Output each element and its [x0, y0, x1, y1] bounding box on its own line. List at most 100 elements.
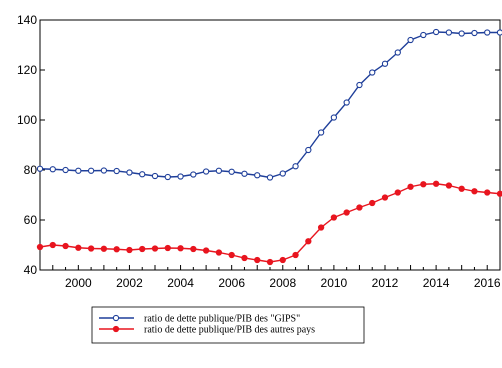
series-1-point	[75, 244, 82, 251]
series-0-point	[445, 29, 453, 36]
series-0-point	[87, 167, 95, 174]
series-0-point	[62, 166, 69, 174]
series-0-point	[305, 146, 312, 154]
series-1-point	[381, 194, 389, 201]
series-0-point	[420, 31, 427, 39]
series-line-0	[39, 31, 500, 179]
series-1-point	[126, 246, 133, 254]
series-0-point	[113, 167, 120, 175]
series-1-point	[215, 249, 223, 256]
legend: ratio de dette publique/PIB des "GIPS"ra…	[91, 306, 365, 344]
series-0-point	[394, 49, 401, 56]
series-0-point	[75, 167, 82, 174]
series-1-point	[330, 214, 338, 221]
series-1-point	[420, 181, 427, 188]
series-0-point	[356, 81, 363, 89]
series-1-point	[202, 247, 210, 254]
series-1-point	[394, 189, 401, 196]
series-1-point	[471, 188, 478, 195]
legend-marker-1	[112, 325, 120, 333]
series-line-1	[39, 183, 501, 263]
series-1-point	[164, 244, 171, 252]
legend-label-0: ratio de dette publique/PIB des "GIPS"	[144, 314, 300, 325]
series-0-point	[151, 172, 159, 180]
series-layer	[36, 28, 502, 266]
series-0-point	[202, 168, 210, 175]
series-0-point	[407, 36, 414, 44]
series-1-point	[100, 245, 108, 252]
series-0-point	[139, 171, 146, 178]
legend-label-1: ratio de dette publique/PIB des autres p…	[144, 325, 315, 336]
series-0-point	[343, 99, 350, 106]
y-tick-label: 120	[17, 63, 37, 77]
series-0-point	[100, 167, 108, 174]
series-0-point	[241, 170, 248, 177]
series-0-point	[36, 165, 44, 172]
series-1-point	[305, 238, 312, 245]
series-1-point	[458, 185, 465, 192]
y-tick-label: 80	[24, 163, 38, 177]
series-0-point	[484, 29, 491, 36]
series-0-point	[177, 173, 184, 180]
x-tick-label: 2008	[269, 276, 296, 290]
series-1-point	[87, 245, 95, 252]
x-tick-label: 2016	[474, 276, 501, 290]
legend-marker-0	[112, 314, 120, 322]
series-1-point	[190, 245, 197, 253]
series-0-point	[369, 69, 376, 76]
x-tick-label: 2000	[65, 276, 92, 290]
plot-frame	[39, 19, 501, 271]
series-0-point	[458, 30, 465, 37]
y-tick-label: 40	[24, 263, 38, 277]
series-1-point	[241, 254, 248, 262]
series-1-point	[62, 242, 69, 250]
series-0-point	[215, 167, 223, 174]
x-tick-label: 2004	[167, 276, 194, 290]
series-1-point	[369, 199, 376, 207]
series-0-point	[381, 60, 389, 67]
series-1-point	[432, 180, 440, 187]
series-1-point	[279, 256, 286, 264]
series-1-point	[343, 209, 350, 216]
series-1-point	[49, 241, 56, 249]
series-0-point	[330, 114, 338, 121]
series-1-point	[151, 245, 159, 252]
series-1-point	[407, 183, 414, 190]
series-1-point	[496, 190, 502, 197]
series-0-point	[228, 168, 235, 175]
x-tick-label: 2010	[321, 276, 348, 290]
series-0-point	[164, 173, 171, 181]
series-1-point	[177, 245, 184, 252]
series-1-point	[356, 204, 363, 211]
x-tick-label: 2006	[218, 276, 245, 290]
series-1-point	[228, 251, 235, 259]
legend-box	[91, 306, 365, 344]
series-0-point	[471, 29, 478, 37]
x-tick-label: 2002	[116, 276, 143, 290]
series-1-point	[139, 245, 146, 253]
series-0-point	[292, 163, 299, 170]
series-1-point	[113, 246, 120, 253]
series-0-point	[190, 171, 197, 178]
y-tick-label: 60	[24, 213, 38, 227]
series-0-point	[266, 174, 274, 181]
y-tick-label: 140	[17, 13, 37, 27]
series-0-point	[49, 166, 56, 173]
series-0-point	[254, 172, 261, 179]
series-0-point	[496, 29, 502, 36]
series-1-point	[445, 182, 453, 189]
y-axis: 40 60 80 100 120 140	[17, 13, 500, 277]
series-0-point	[279, 170, 286, 177]
series-0-point	[317, 129, 325, 136]
series-1-point	[266, 258, 274, 266]
series-1-point	[254, 256, 261, 264]
series-1-point	[317, 224, 325, 231]
series-0-point	[432, 28, 440, 36]
series-0-point	[126, 169, 133, 176]
x-tick-label: 2012	[372, 276, 399, 290]
series-1-point	[292, 251, 299, 259]
y-tick-label: 100	[17, 113, 37, 127]
x-tick-label: 2014	[423, 276, 450, 290]
series-1-point	[484, 189, 491, 196]
